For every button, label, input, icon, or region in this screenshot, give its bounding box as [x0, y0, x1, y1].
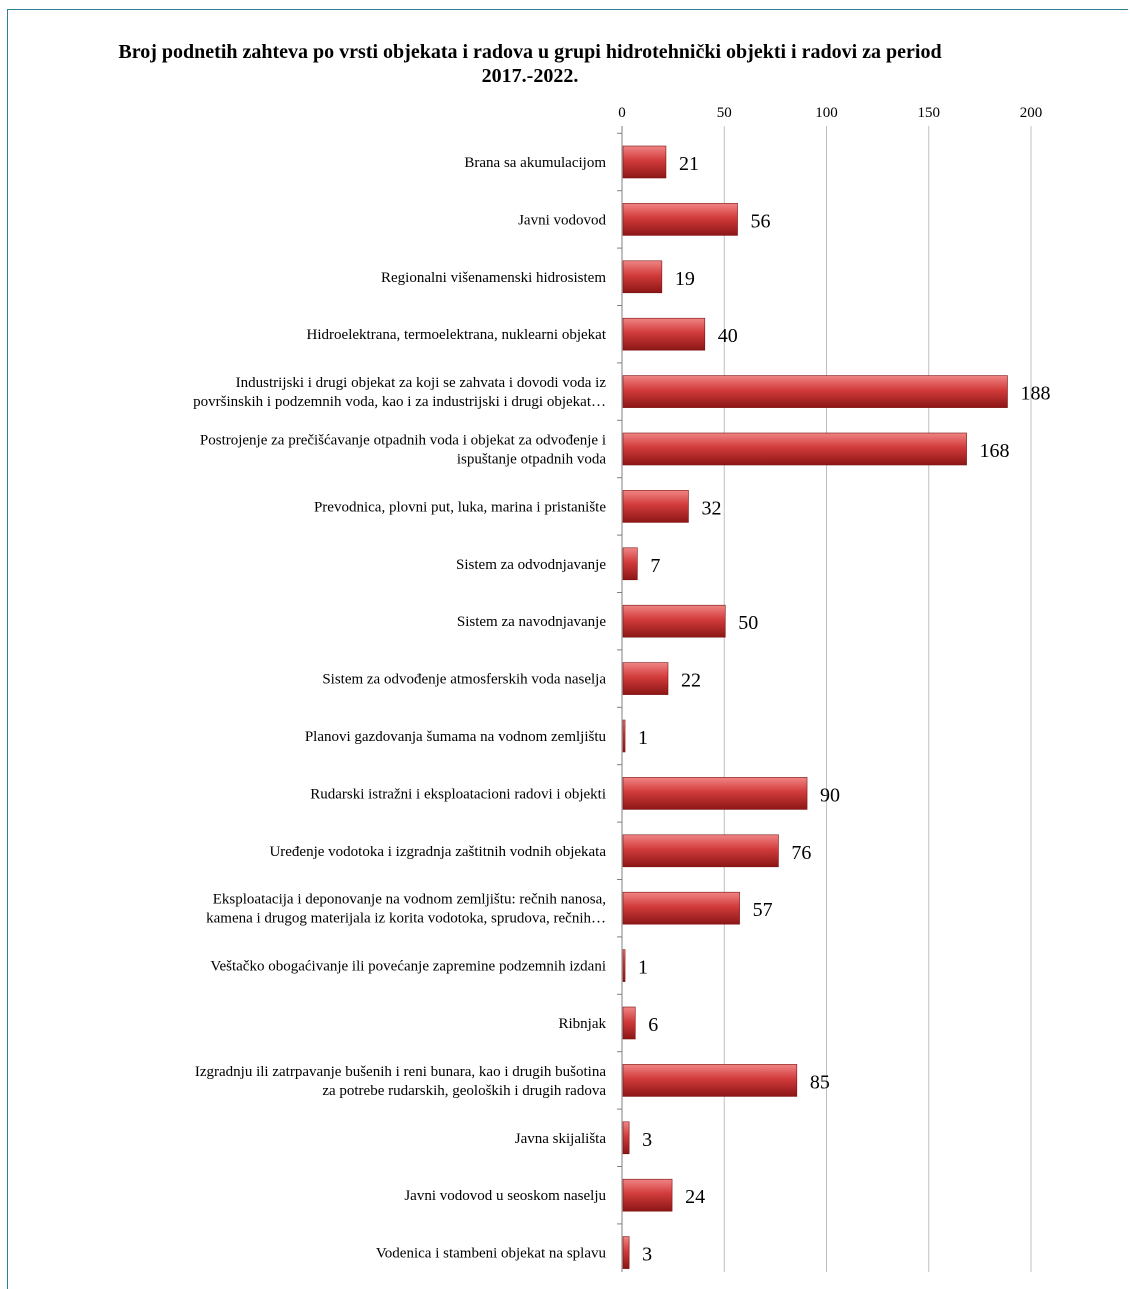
- category-label: Regionalni višenamenski hidrosistem: [381, 270, 606, 286]
- bar: [622, 260, 663, 294]
- category-label: Javni vodovod: [518, 212, 606, 228]
- bar: [622, 490, 689, 523]
- category-label: Rudarski istražni i eksploatacioni radov…: [310, 786, 606, 802]
- bar: [622, 1178, 673, 1212]
- data-label: 188: [1020, 383, 1050, 405]
- bar: [622, 1236, 630, 1269]
- x-tick-label: 100: [815, 105, 838, 121]
- bar: [622, 604, 726, 638]
- category-label: Javni vodovod u seoskom naselju: [404, 1188, 606, 1204]
- data-label: 57: [753, 899, 773, 921]
- bar: [622, 777, 808, 810]
- bar: [622, 1121, 630, 1155]
- data-label: 40: [718, 325, 738, 347]
- bar: [622, 317, 706, 351]
- bar: [622, 891, 740, 925]
- bar: [622, 949, 626, 982]
- x-tick-label: 200: [1020, 105, 1043, 121]
- category-label: Sistem za odvođenje atmosferskih voda na…: [322, 672, 606, 688]
- category-label: Hidroelektrana, termoelektrana, nuklearn…: [307, 327, 607, 343]
- category-label: Javna skijališta: [515, 1131, 607, 1147]
- data-label: 24: [685, 1186, 705, 1208]
- category-label: Eksploatacija i deponovanje na vodnom ze…: [206, 892, 606, 927]
- data-label: 3: [642, 1129, 652, 1151]
- data-label: 19: [675, 268, 695, 290]
- category-label: Industrijski i drugi objekat za koji se …: [193, 375, 606, 410]
- x-tick-label: 0: [618, 105, 626, 121]
- data-label: 56: [751, 210, 771, 232]
- data-label: 50: [738, 612, 758, 634]
- category-label: Sistem za navodnjavanje: [457, 614, 606, 630]
- data-label: 3: [642, 1244, 652, 1266]
- data-label: 76: [791, 842, 811, 864]
- data-label: 1: [638, 957, 648, 979]
- category-label: Sistem za odvodnjavanje: [456, 557, 606, 573]
- data-label: 85: [810, 1071, 830, 1093]
- category-label: Izgradnju ili zatrpavanje bušenih i reni…: [195, 1064, 606, 1099]
- x-tick-label: 50: [717, 105, 732, 121]
- category-label: Veštačko obogaćivanje ili povećanje zapr…: [210, 959, 606, 975]
- data-label: 90: [820, 784, 840, 806]
- data-label: 32: [701, 497, 721, 519]
- chart-frame: [7, 9, 1128, 1289]
- category-label: Postrojenje za prečišćavanje otpadnih vo…: [200, 433, 606, 468]
- data-label: 21: [679, 153, 699, 175]
- category-label: Vodenica i stambeni objekat na splavu: [376, 1246, 607, 1262]
- category-label: Brana sa akumulacijom: [464, 155, 606, 171]
- bar: [622, 662, 669, 695]
- bar: [622, 719, 626, 753]
- data-label: 22: [681, 670, 701, 692]
- category-label: Prevodnica, plovni put, luka, marina i p…: [314, 499, 606, 515]
- category-label: Uređenje vodotoka i izgradnja zaštitnih …: [269, 844, 606, 860]
- bar: [622, 834, 779, 868]
- chart-title: Broj podnetih zahteva po vrsti objekata …: [118, 41, 942, 87]
- data-label: 1: [638, 727, 648, 749]
- bar: [622, 375, 1008, 408]
- x-tick-label: 150: [918, 105, 941, 121]
- category-label: Ribnjak: [559, 1016, 607, 1032]
- data-label: 168: [980, 440, 1010, 462]
- bar: [622, 1006, 636, 1040]
- bar: [622, 145, 667, 179]
- bar: [622, 547, 638, 581]
- bar: [622, 1064, 798, 1097]
- bar: [622, 432, 967, 466]
- data-label: 6: [648, 1014, 658, 1036]
- bar: [622, 203, 738, 236]
- data-label: 7: [650, 555, 660, 577]
- category-label: Planovi gazdovanja šumama na vodnom zeml…: [305, 729, 607, 745]
